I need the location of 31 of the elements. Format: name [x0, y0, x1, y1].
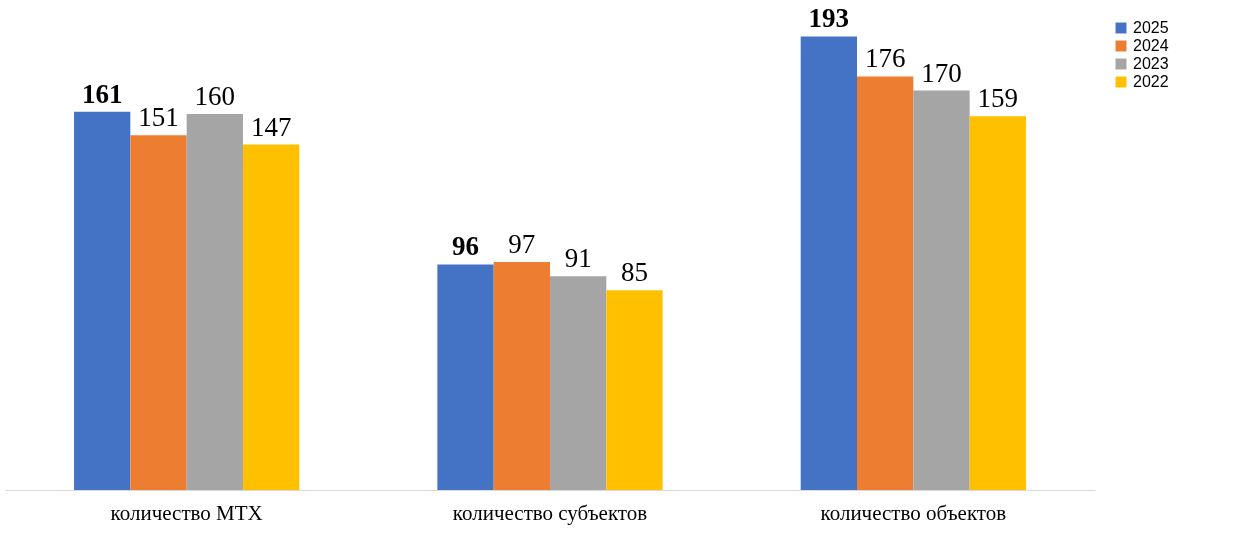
- bar: [857, 76, 914, 490]
- bar: [800, 36, 858, 490]
- data-label: 151: [138, 102, 179, 133]
- data-label: 91: [564, 243, 592, 274]
- legend-label: 2024: [1133, 37, 1169, 54]
- bar: [969, 116, 1026, 490]
- legend-label: 2025: [1133, 19, 1169, 36]
- data-label: 176: [864, 43, 906, 74]
- legend-label: 2022: [1133, 73, 1169, 90]
- data-label: 161: [81, 78, 123, 109]
- data-label: 159: [977, 83, 1019, 114]
- data-label: 147: [250, 111, 292, 142]
- x-tick-label: количество объектов: [820, 500, 1007, 525]
- bar: [186, 114, 243, 490]
- bar: [437, 264, 494, 490]
- data-label: 193: [808, 3, 850, 34]
- bar: [913, 90, 970, 490]
- data-label: 160: [194, 81, 236, 111]
- x-tick-label: количество субъектов: [452, 500, 648, 525]
- bar: [493, 262, 550, 490]
- data-label: 170: [921, 57, 962, 88]
- bar: [242, 144, 300, 490]
- data-label: 97: [508, 229, 536, 260]
- bar: [606, 290, 663, 490]
- legend-label: 2023: [1133, 55, 1169, 72]
- bar: [130, 135, 187, 490]
- data-label: 96: [452, 231, 480, 262]
- data-label: 85: [620, 257, 648, 288]
- bar: [550, 276, 607, 490]
- bar: [74, 111, 131, 490]
- x-tick-label: количество МТХ: [110, 500, 263, 525]
